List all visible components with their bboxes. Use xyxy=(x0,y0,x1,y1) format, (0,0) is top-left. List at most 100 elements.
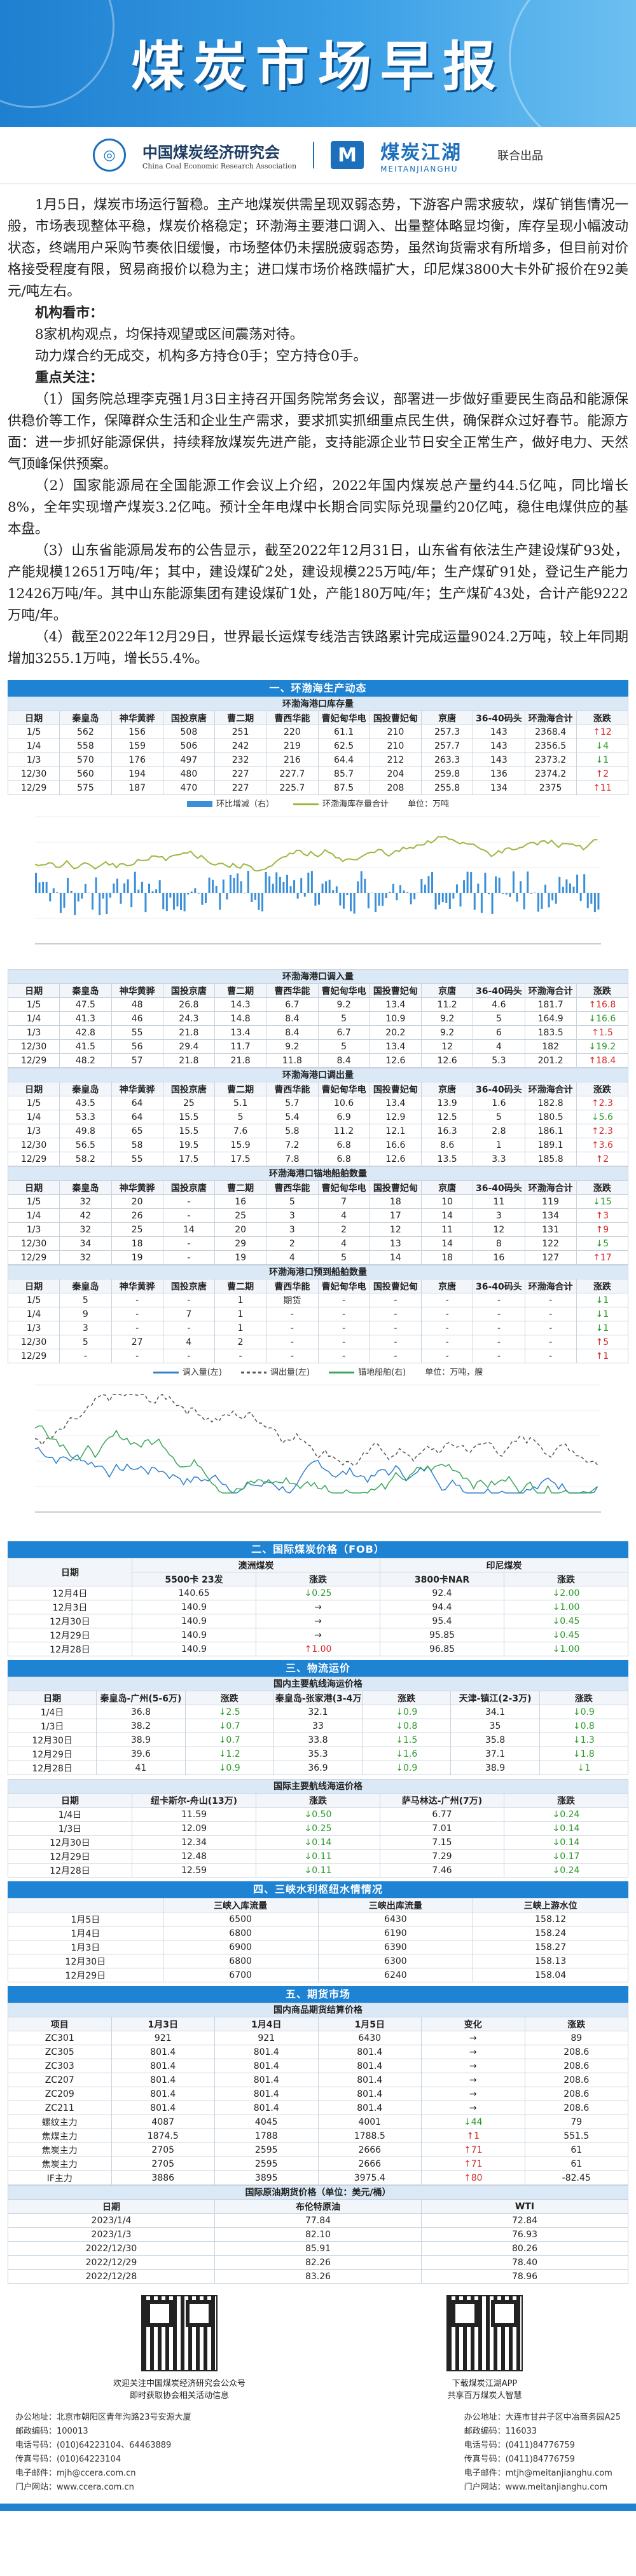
table-cell: 32.1 xyxy=(273,1705,363,1719)
table-cell: 焦炭主力 xyxy=(8,2157,112,2171)
table-cell: 55 xyxy=(111,1152,163,1166)
table-cell: 263.3 xyxy=(420,753,474,767)
table-cell: ↓16.6 xyxy=(576,1011,629,1026)
table-cell: - xyxy=(317,1293,370,1307)
table-cell: ↓2.5 xyxy=(184,1705,274,1719)
bar-mark xyxy=(116,878,118,893)
table-cell: 13.4 xyxy=(369,1039,422,1054)
table-cell: 2595 xyxy=(214,2157,319,2171)
table-cell: - xyxy=(473,1321,525,1335)
bar-mark xyxy=(523,893,525,910)
table-row: 12月29日 140.9 → 95.85 ↓0.45 xyxy=(8,1628,628,1642)
table-cell: 801.4 xyxy=(317,2059,422,2073)
table-cell: 1/4 xyxy=(7,1011,60,1026)
table-cell: → xyxy=(256,1600,380,1614)
table-cell: 7.15 xyxy=(380,1835,504,1850)
table-cell: -82.45 xyxy=(524,2171,628,2185)
table-cell: 12月28日 xyxy=(8,1863,132,1877)
bar-mark xyxy=(537,893,539,912)
table-row: 12/29- - - - - - - - - - ↑1 xyxy=(7,1349,629,1363)
table-cell: 18 xyxy=(369,1194,422,1209)
bar-mark xyxy=(109,893,111,898)
table-cell: 72.84 xyxy=(421,2213,628,2228)
table-row: 1/5 47.5 48 26.8 14.3 6.7 9.2 13.4 11.2 4.6 181.7 ↑… xyxy=(7,997,629,1012)
table-cell: 78.96 xyxy=(421,2269,628,2284)
bar-mark xyxy=(576,875,579,893)
table-row: 1/3日 38.2 ↓0.7 33 ↓0.8 35 ↓0.8 xyxy=(7,1719,629,1733)
table-cell: 1 xyxy=(214,1293,267,1307)
table-cell: 12月29日 xyxy=(8,1849,132,1864)
table-cell: 181.7 xyxy=(524,997,577,1012)
qr-code-icon[interactable] xyxy=(141,2295,218,2371)
table-header: 日期 xyxy=(7,1691,97,1705)
table-row: ZC211 801.4 801.4 801.4 → 208.6 xyxy=(8,2101,628,2115)
table-cell: 216 xyxy=(266,753,319,767)
table-header: 曹二期 xyxy=(214,711,267,725)
bar-mark xyxy=(360,871,363,893)
table-cell: 134 xyxy=(524,1208,577,1223)
bar-mark xyxy=(318,893,320,905)
table-cell: 227 xyxy=(214,767,267,781)
table-cell: 13.5 xyxy=(420,1152,474,1166)
table-cell: 1 xyxy=(214,1307,267,1321)
table-cell: 7 xyxy=(317,1194,370,1209)
bar-mark xyxy=(201,893,204,905)
table-cell: ↓1.00 xyxy=(504,1642,628,1656)
table-header: 36-40码头 xyxy=(473,711,525,725)
table-header: 国投京唐 xyxy=(162,983,216,998)
bar-mark xyxy=(180,893,183,910)
table-cell: 6.8 xyxy=(317,1138,370,1152)
table-cell: ↓0.8 xyxy=(362,1719,452,1733)
table-cell: 1.6 xyxy=(473,1096,525,1110)
table-cell: 1/3 xyxy=(7,753,60,767)
series-line xyxy=(34,1394,598,1466)
qr-code-icon[interactable] xyxy=(446,2295,523,2371)
table-cell: - xyxy=(111,1321,163,1335)
table-header: 环渤海合计 xyxy=(524,1180,577,1195)
table-row: ZC305 801.4 801.4 801.4 → 208.6 xyxy=(8,2045,628,2059)
table-cell: 15.5 xyxy=(162,1110,216,1124)
table-cell: 20 xyxy=(111,1194,163,1209)
table-header: 曹西华能 xyxy=(266,711,319,725)
table-cell: ↑3 xyxy=(576,1208,629,1223)
table-cell: ↑5 xyxy=(576,1335,629,1349)
bar-mark xyxy=(293,880,296,893)
bar-mark xyxy=(357,881,359,893)
table-cell: 14 xyxy=(369,1250,422,1265)
table-cell: 1/5 xyxy=(7,1194,60,1209)
table-header: 国投京唐 xyxy=(162,1082,216,1096)
table-row: 12/30 34 18-29 2 4 13 14 8 122 ↓5 xyxy=(7,1236,629,1251)
table-header: 涨跌 xyxy=(576,983,629,998)
bar-mark xyxy=(491,893,494,914)
table-header: 环渤海合计 xyxy=(524,1279,577,1293)
table-cell: 9.2 xyxy=(266,1039,319,1054)
table-cell: 5 xyxy=(317,1039,370,1054)
table-cell: 13 xyxy=(369,1236,422,1251)
table-cell: 5 xyxy=(266,1194,319,1209)
table-cell: ↓0.9 xyxy=(184,1761,274,1775)
table-cell: ↓1.8 xyxy=(539,1747,629,1761)
table-header: 36-40码头 xyxy=(473,1180,525,1195)
table-cell: 64 xyxy=(111,1110,163,1124)
table-cell: - xyxy=(369,1349,422,1363)
table-row: 12/29 32 19-19 4 5 14 18 16 127 ↑17 xyxy=(7,1250,629,1265)
org-bar: ◎ 中国煤炭经济研究会 China Coal Economic Research… xyxy=(0,127,636,184)
table-cell: 33 xyxy=(273,1719,363,1733)
table-caption: 环渤海港口调出量 xyxy=(8,1068,628,1082)
table-cell: IF主力 xyxy=(8,2171,112,2185)
bar-mark xyxy=(59,893,62,913)
table-cell: 85.7 xyxy=(317,767,370,781)
bar-mark xyxy=(141,882,143,893)
section-title: 四、三峡水利枢纽水情情况 xyxy=(8,1881,628,1898)
table-cell: 7.29 xyxy=(380,1849,504,1864)
table-cell: 255.8 xyxy=(420,780,474,795)
table-cell: 801.4 xyxy=(111,2087,215,2101)
page-title: 煤炭市场早报 xyxy=(130,36,505,98)
bar-mark xyxy=(176,893,179,907)
table-cell: ↓5 xyxy=(576,1236,629,1251)
bar-mark xyxy=(459,893,462,907)
table-cell: → xyxy=(421,2045,525,2059)
series-line xyxy=(34,1447,598,1494)
bar-mark xyxy=(328,880,331,893)
bar-mark xyxy=(226,893,228,900)
